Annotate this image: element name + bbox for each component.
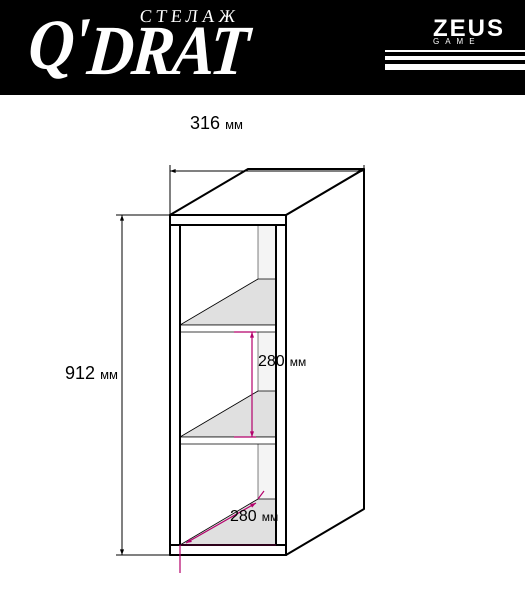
dimension-diagram: 316 мм 912 мм 280 мм 280 мм <box>0 95 525 600</box>
dim-width-label: 316 мм <box>190 113 243 134</box>
zeus-logo: ZEUS GAME <box>433 18 505 45</box>
decorative-stripes <box>385 50 525 74</box>
dim-depth-label: 280 мм <box>230 505 278 526</box>
dim-opening-label: 280 мм <box>258 350 306 371</box>
header-banner: СТЕЛАЖ Q'DRAT ZEUS GAME <box>0 0 525 95</box>
brand-q: Q' <box>27 1 89 87</box>
brand-rest: DRAT <box>85 11 251 89</box>
dim-height-label: 912 мм <box>65 363 118 384</box>
brand-logo: Q'DRAT <box>24 10 250 91</box>
